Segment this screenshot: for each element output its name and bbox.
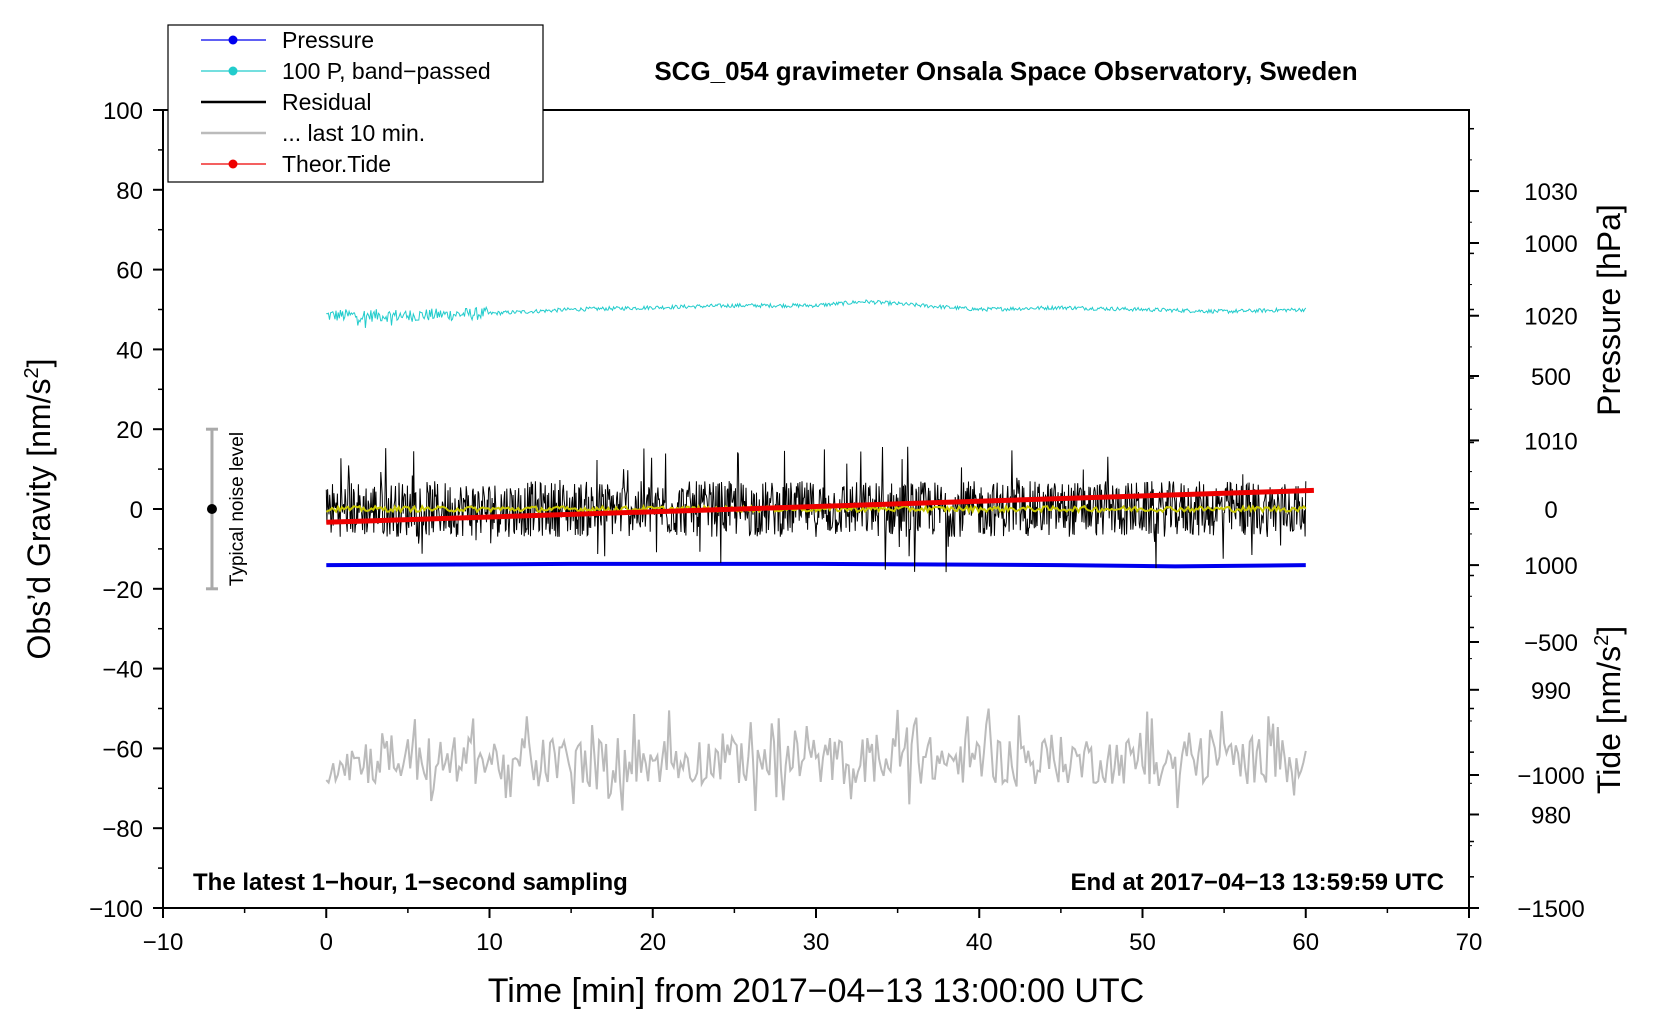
x-axis-label: Time [min] from 2017−04−13 13:00:00 UTC: [488, 972, 1144, 1010]
tide-tick-label: −1500: [1517, 896, 1584, 923]
legend-marker: [228, 159, 238, 169]
x-tick-label: 10: [476, 929, 503, 956]
y-axis-label-tide-text: Tide [nm/s: [1591, 646, 1627, 794]
series-residual-smoothed: [325, 503, 1307, 515]
y-tick-label: 80: [116, 178, 143, 205]
y-axis-label-pressure: Pressure [hPa]: [1591, 204, 1627, 416]
y-axis-label-tide-sup: 2: [1591, 635, 1613, 646]
legend-label: Pressure: [282, 27, 374, 53]
series-last-10-min: [325, 708, 1307, 812]
x-tick-label: 50: [1129, 929, 1156, 956]
legend-label: 100 P, band−passed: [282, 58, 491, 84]
legend-label: Residual: [282, 89, 372, 115]
y-tick-label: 0: [130, 497, 143, 524]
tide-tick-label: −1000: [1517, 763, 1584, 790]
axes-layer: −10 0 10 20 30 40 50 60 70−100−80−60−40−20020406…: [89, 98, 1585, 956]
series-pressure: [326, 561, 1306, 569]
y-tick-label: −100: [89, 896, 143, 923]
x-tick-label: 40: [966, 929, 993, 956]
noise-label: Typical noise level: [227, 432, 248, 586]
tide-tick-label: −500: [1524, 630, 1578, 657]
x-tick-label: 60: [1292, 929, 1319, 956]
annotation-latest-hour: The latest 1−hour, 1−second sampling: [193, 869, 628, 896]
pressure-tick-label: 1030: [1524, 179, 1577, 206]
legend-marker: [228, 66, 238, 76]
x-tick-label: 20: [639, 929, 666, 956]
y-tick-label: −80: [102, 816, 143, 843]
x-tick-label: 70: [1456, 929, 1483, 956]
series-pressure-bandpassed: [326, 299, 1307, 328]
x-tick-label: 0: [320, 929, 333, 956]
tide-tick-label: 1000: [1524, 231, 1577, 258]
y-axis-label-gravity-sup: 2: [21, 367, 43, 378]
y-tick-label: −40: [102, 657, 143, 684]
x-tick-label: 30: [803, 929, 830, 956]
y-tick-label: −20: [102, 577, 143, 604]
noise-bar-center-dot: [206, 504, 217, 514]
pressure-tick-label: 980: [1531, 802, 1571, 829]
series-layer: [325, 299, 1314, 812]
y-tick-label: −60: [102, 736, 143, 763]
x-tick-label: −10: [143, 929, 184, 956]
y-tick-label: 100: [103, 98, 143, 125]
noise-indicator: Typical noise level: [205, 427, 248, 591]
legend-marker: [228, 35, 238, 45]
pressure-tick-label: 1020: [1524, 304, 1577, 331]
y-axis-label-gravity-text: Obs’d Gravity [nm/s: [21, 379, 57, 660]
tide-tick-label: 500: [1531, 364, 1571, 391]
series-theor-tide: [326, 487, 1314, 525]
y-tick-label: 60: [116, 258, 143, 285]
legend-box: [167, 24, 544, 183]
y-tick-label: 40: [116, 337, 143, 364]
pressure-tick-label: 1000: [1524, 553, 1577, 580]
y-axis-label-tide: Tide [nm/s2]: [1591, 626, 1627, 794]
pressure-tick-label: 1010: [1524, 428, 1577, 455]
legend-label: Theor.Tide: [282, 151, 391, 177]
series-residual: [325, 446, 1307, 573]
annotation-end-time: End at 2017−04−13 13:59:59 UTC: [1070, 869, 1444, 896]
y-tick-label: 20: [116, 417, 143, 444]
legend: Pressure 100 P, band−passed Residual ... la…: [167, 24, 544, 183]
y-axis-label-gravity: Obs’d Gravity [nm/s2]: [21, 359, 57, 660]
legend-label: ... last 10 min.: [282, 120, 425, 146]
y-axis-label-gravity-end: ]: [21, 359, 57, 368]
tide-tick-label: 0: [1544, 497, 1557, 524]
pressure-tick-label: 990: [1531, 678, 1571, 705]
chart-title: SCG_054 gravimeter Onsala Space Observat…: [654, 56, 1357, 86]
y-axis-label-tide-end: ]: [1591, 626, 1627, 635]
